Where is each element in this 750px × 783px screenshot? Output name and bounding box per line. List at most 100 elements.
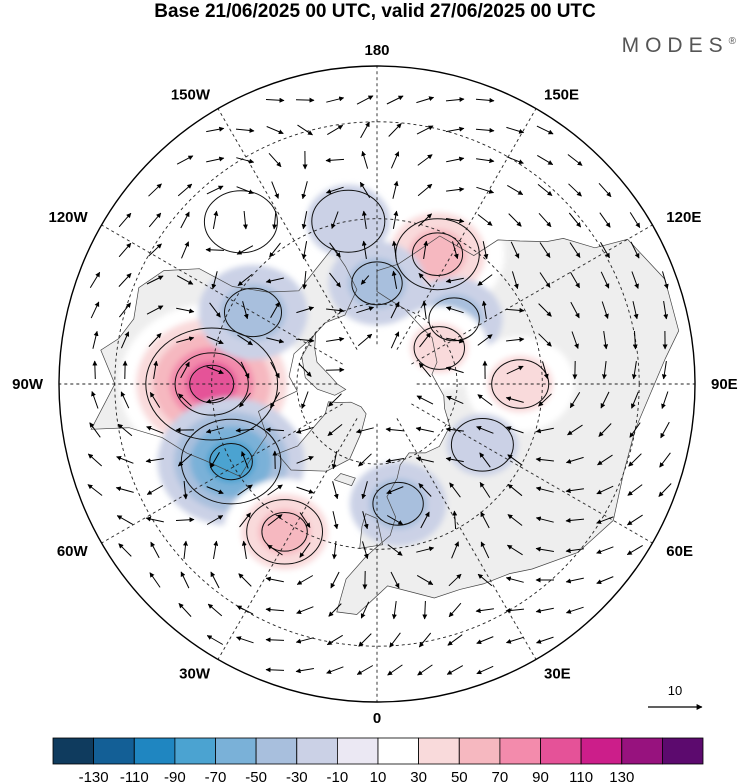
wind-vector (386, 486, 404, 495)
wind-vector (536, 125, 554, 135)
anomaly-shade (408, 229, 467, 280)
wind-vector (87, 453, 103, 467)
wind-vector (446, 186, 465, 192)
colorbar-tick-label: -130 (79, 769, 109, 783)
wind-vector (236, 157, 255, 164)
wind-vector (330, 571, 340, 589)
latitude-circle (296, 303, 458, 465)
colorbar-swatch (133, 737, 176, 765)
wind-vector (326, 666, 344, 674)
wind-vector (178, 393, 192, 407)
wind-vector (505, 396, 524, 403)
wind-vector (207, 603, 223, 617)
wind-vector (295, 97, 315, 103)
wind-vector (476, 665, 494, 675)
coastline-layer (90, 235, 680, 615)
wind-vector (660, 421, 670, 439)
wind-vector (537, 184, 553, 196)
wind-vector (117, 423, 133, 437)
wind-vector (538, 212, 552, 228)
wind-vector (507, 184, 524, 196)
wind-vector (506, 365, 524, 375)
wind-vector (326, 96, 345, 103)
wind-vector (270, 391, 280, 409)
wind-vector (153, 360, 159, 379)
wind-vector (176, 336, 195, 343)
wind-vector (118, 543, 132, 557)
wind-vector (418, 213, 432, 227)
wind-vector (599, 212, 611, 228)
wind-vector (301, 391, 309, 409)
wind-vector (295, 637, 314, 644)
wind-vector (661, 361, 667, 380)
height-contour (372, 481, 424, 526)
wind-vector (506, 337, 525, 342)
wind-vector (419, 332, 431, 348)
wind-vector (145, 458, 164, 464)
height-contour (261, 512, 308, 552)
anomaly-shade (186, 362, 237, 406)
wind-vector (237, 274, 253, 286)
longitude-label: 120W (49, 209, 89, 226)
wind-vector (505, 607, 525, 613)
wind-vector (301, 181, 308, 200)
wind-vector (508, 213, 522, 227)
meridian-line (101, 224, 343, 365)
wind-vector (361, 240, 367, 259)
wind-vector (177, 453, 193, 467)
longitude-label: 120E (666, 209, 701, 226)
wind-vector (390, 571, 400, 589)
wind-vector (505, 576, 524, 583)
longitude-label: 30W (179, 665, 211, 682)
wind-vector (149, 572, 161, 588)
wind-vector (359, 181, 371, 198)
colorbar-tick-label: 110 (569, 769, 593, 783)
wind-vector (206, 185, 224, 195)
wind-vector (146, 275, 164, 285)
brand-logo: MODES® (622, 34, 736, 58)
colorbar-tick-label: 130 (609, 769, 634, 783)
wind-vector (445, 456, 464, 463)
wind-vector (297, 124, 313, 136)
latitude-circle (211, 218, 543, 550)
wind-vector (535, 427, 554, 434)
wind-vector (119, 302, 131, 318)
meridian-line (411, 224, 653, 365)
wind-vector (242, 301, 249, 320)
wind-vector (327, 124, 344, 136)
coastline (333, 473, 356, 487)
wind-vector (265, 637, 285, 643)
wind-vector (389, 632, 401, 648)
wind-vector (269, 242, 281, 258)
colorbar-tick-label: 70 (492, 769, 509, 783)
wind-vector (661, 391, 669, 409)
wind-vector (629, 422, 641, 438)
longitude-label: 0 (373, 710, 381, 727)
wind-vector (600, 271, 610, 289)
wind-vector (301, 241, 308, 260)
wind-vector (387, 544, 403, 556)
wind-vector (422, 600, 428, 620)
wind-vector (506, 156, 524, 164)
brand-text: MODES (621, 34, 729, 57)
colorbar-tick-label: 30 (410, 769, 427, 783)
wind-vector (600, 391, 610, 409)
wind-vector (569, 242, 581, 258)
wind-vector (148, 243, 162, 257)
wind-vector (332, 481, 339, 500)
height-contour (428, 297, 480, 342)
wind-vector (481, 300, 487, 319)
wind-vector (206, 336, 224, 345)
wind-vector (146, 426, 164, 434)
colorbar-tick-label: -110 (120, 769, 149, 783)
wind-vector (631, 271, 639, 289)
wind-vector (535, 516, 554, 523)
wind-vector (360, 121, 370, 139)
wind-vector (570, 271, 580, 289)
wind-vector (240, 361, 250, 379)
wind-vector (148, 333, 162, 347)
wind-vector (206, 126, 225, 133)
wind-vector (270, 301, 280, 319)
wind-vector (239, 512, 251, 528)
longitude-label: 180 (364, 42, 389, 59)
